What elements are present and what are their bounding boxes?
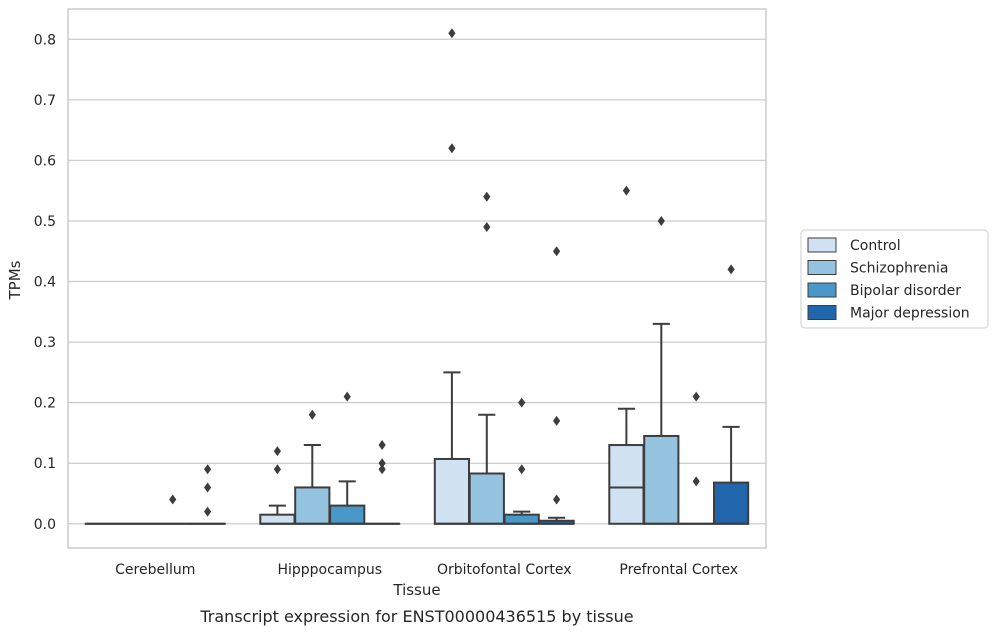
outlier-point [378,440,386,451]
legend-swatch [807,282,837,298]
plot-frame [67,8,767,549]
legend-label: Control [850,238,901,254]
box-rect [608,444,645,525]
box-2-1 [468,191,505,525]
outlier-point [692,391,700,402]
box-3-3 [712,264,750,525]
box-3-2 [678,391,715,525]
box-2-2 [503,397,540,525]
box-2-3 [538,246,575,525]
outlier-point [553,494,561,505]
x-tick-label: Prefrontal Cortex [619,562,738,578]
box-3-1 [643,215,680,525]
box-rect [329,504,366,525]
outlier-point [448,143,456,154]
legend-label: Schizophrenia [850,261,948,277]
outlier-point [483,222,491,233]
box-rect [643,434,680,525]
outlier-point [204,506,212,517]
legend-swatch [807,260,837,275]
outlier-point [169,494,177,505]
outlier-point [378,464,386,475]
x-axis-title: Tissue [392,581,440,599]
outlier-point [692,476,700,487]
y-tick-label: 0.8 [34,32,56,48]
box-rect [468,472,505,525]
box-1-1 [294,409,331,525]
y-tick-label: 0.2 [34,396,56,412]
outlier-point [553,246,561,257]
box-series [84,28,750,525]
box-rect [712,481,750,525]
outlier-point [518,464,526,475]
legend: Control Schizophrenia Bipolar disorder Majo… [800,229,989,329]
box-1-3 [363,440,401,525]
box-rect [503,513,540,525]
y-tick-label: 0.5 [34,214,56,230]
outlier-point [553,415,561,426]
x-tick-label: Hipppocampus [277,562,382,578]
x-tick-label: Cerebellum [115,562,195,578]
outlier-point [378,458,386,469]
y-tick-label: 0.4 [34,275,56,291]
box-0-3 [189,464,226,525]
outlier-point [273,464,281,475]
box-0-2 [154,494,191,525]
box-1-2 [329,391,366,525]
legend-label: Major depression [850,306,970,322]
outlier-point [308,409,316,420]
outlier-point [622,185,630,196]
outlier-point [483,191,491,202]
outlier-point [518,397,526,408]
box-3-0 [608,185,645,525]
outlier-point [657,215,665,226]
legend-frame [800,229,989,329]
y-tick-label: 0.6 [34,153,56,169]
outlier-point [204,464,212,475]
outlier-point [343,391,351,402]
box-1-0 [259,446,296,525]
gridlines [68,38,766,525]
outlier-point [273,446,281,457]
outlier-point [727,264,735,275]
y-tick-label: 0.1 [34,456,56,472]
box-2-0 [433,28,471,525]
outlier-point [448,28,456,39]
outlier-point [204,482,212,493]
legend-swatch [807,237,837,253]
chart-caption: Transcript expression for ENST0000043651… [199,607,633,626]
box-rect [433,457,471,525]
y-tick-labels: 0.0 0.1 0.2 0.3 0.4 0.5 0.6 0.7 0.8 [34,32,56,532]
x-tick-label: Orbitofontal Cortex [437,562,572,578]
box-rect [259,513,296,525]
y-axis-title: TPMs [6,260,24,300]
x-tick-labels: Cerebellum Hipppocampus Orbitofontal Corte… [115,562,738,578]
legend-swatch [807,305,837,320]
y-tick-label: 0.7 [34,93,56,109]
box-rect [294,486,331,525]
y-tick-label: 0.0 [34,517,56,533]
y-tick-label: 0.3 [34,335,56,351]
legend-label: Bipolar disorder [850,283,961,299]
